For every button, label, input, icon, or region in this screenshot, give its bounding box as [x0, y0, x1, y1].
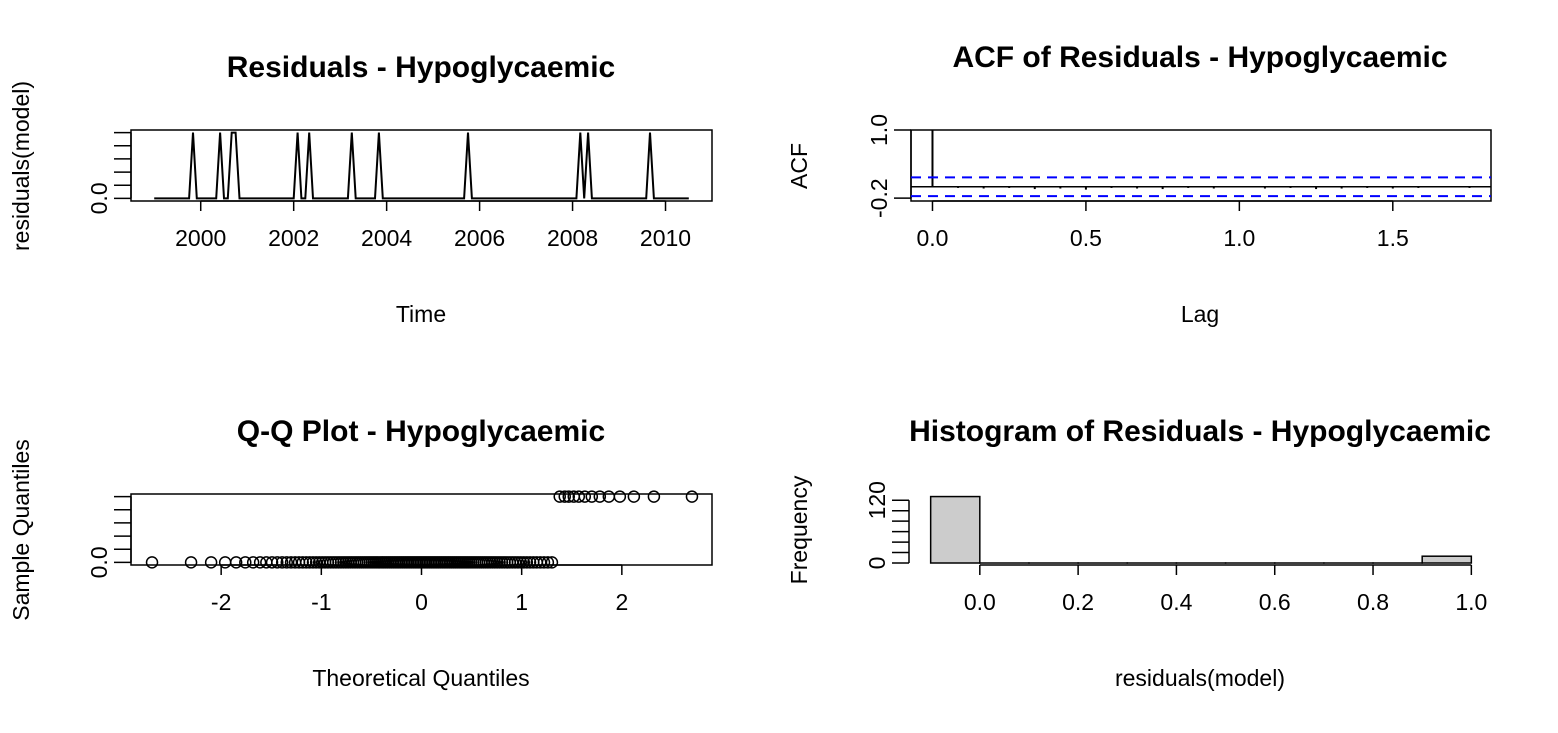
acf-y-tick-label: -0.2 — [866, 178, 892, 218]
residuals-panel: Residuals - Hypoglycaemic Time residuals… — [8, 51, 712, 327]
qq-y-tick-label: 0.0 — [86, 546, 112, 578]
residuals-x-tick-label: 2010 — [640, 225, 691, 251]
qq-x-tick-label: -1 — [311, 589, 331, 615]
histogram-bar — [931, 497, 980, 563]
histogram-y-tick-label: 120 — [864, 481, 890, 519]
residuals-y-tick-label: 0.0 — [86, 182, 112, 214]
histogram-y-axis: 0 120 — [864, 481, 909, 569]
qq-x-tick-label: 2 — [615, 589, 628, 615]
histogram-bars — [931, 497, 1472, 563]
acf-x-axis: 0.0 0.5 1.0 1.5 — [916, 201, 1408, 251]
qq-xlabel: Theoretical Quantiles — [312, 665, 529, 691]
histogram-x-tick-label: 0.4 — [1160, 589, 1192, 615]
qq-point — [186, 557, 197, 568]
histogram-x-tick-label: 1.0 — [1455, 589, 1487, 615]
histogram-title: Histogram of Residuals - Hypoglycaemic — [909, 415, 1491, 448]
acf-y-tick-label: 1.0 — [866, 114, 892, 146]
residuals-y-axis: 0.0 — [86, 133, 131, 215]
residuals-x-axis: 2000 2002 2004 2006 2008 2010 — [175, 201, 691, 251]
histogram-panel: Histogram of Residuals - Hypoglycaemic r… — [786, 415, 1491, 691]
qq-ylabel: Sample Quantiles — [8, 439, 34, 621]
qq-x-tick-label: 0 — [415, 589, 428, 615]
acf-xlabel: Lag — [1181, 301, 1219, 327]
qq-point — [648, 491, 659, 502]
acf-x-tick-label: 0.0 — [916, 225, 948, 251]
qq-x-tick-label: -2 — [211, 589, 231, 615]
acf-title: ACF of Residuals - Hypoglycaemic — [952, 41, 1447, 74]
qq-title: Q-Q Plot - Hypoglycaemic — [237, 415, 605, 448]
histogram-bar — [1422, 556, 1471, 563]
residuals-xlabel: Time — [396, 301, 446, 327]
residuals-x-tick-label: 2006 — [454, 225, 505, 251]
qq-point — [220, 557, 231, 568]
acf-bars — [911, 130, 1491, 196]
acf-panel: ACF of Residuals - Hypoglycaemic Lag ACF… — [786, 41, 1491, 327]
acf-x-tick-label: 1.5 — [1377, 225, 1409, 251]
qq-plot-box — [131, 494, 712, 565]
acf-x-tick-label: 1.0 — [1223, 225, 1255, 251]
residuals-x-tick-label: 2004 — [361, 225, 412, 251]
histogram-x-axis: 0.0 0.2 0.4 0.6 0.8 1.0 — [964, 565, 1488, 615]
qq-panel: Q-Q Plot - Hypoglycaemic Theoretical Qua… — [8, 415, 712, 691]
qq-x-axis: -2 -1 0 1 2 — [211, 565, 628, 615]
histogram-y-tick-label: 0 — [864, 557, 890, 570]
acf-x-tick-label: 0.5 — [1070, 225, 1102, 251]
residuals-x-tick-label: 2008 — [547, 225, 598, 251]
qq-points — [147, 491, 698, 568]
residuals-line — [154, 133, 689, 199]
histogram-ylabel: Frequency — [786, 475, 812, 584]
histogram-x-tick-label: 0.8 — [1357, 589, 1389, 615]
acf-ylabel: ACF — [786, 143, 812, 189]
histogram-x-tick-label: 0.2 — [1062, 589, 1094, 615]
residuals-title: Residuals - Hypoglycaemic — [227, 51, 615, 84]
qq-point — [147, 557, 158, 568]
histogram-xlabel: residuals(model) — [1115, 665, 1285, 691]
residuals-x-tick-label: 2000 — [175, 225, 226, 251]
qq-y-axis: 0.0 — [86, 497, 131, 579]
acf-y-axis: 1.0 -0.2 — [866, 114, 911, 218]
qq-x-tick-label: 1 — [515, 589, 528, 615]
qq-point — [686, 491, 697, 502]
histogram-x-tick-label: 0.0 — [964, 589, 996, 615]
qq-point — [614, 491, 625, 502]
residuals-series — [154, 133, 689, 199]
qq-point — [628, 491, 639, 502]
residuals-ylabel: residuals(model) — [8, 81, 34, 251]
qq-point — [206, 557, 217, 568]
residuals-x-tick-label: 2002 — [268, 225, 319, 251]
histogram-x-tick-label: 0.6 — [1259, 589, 1291, 615]
acf-plot-box — [911, 130, 1491, 201]
